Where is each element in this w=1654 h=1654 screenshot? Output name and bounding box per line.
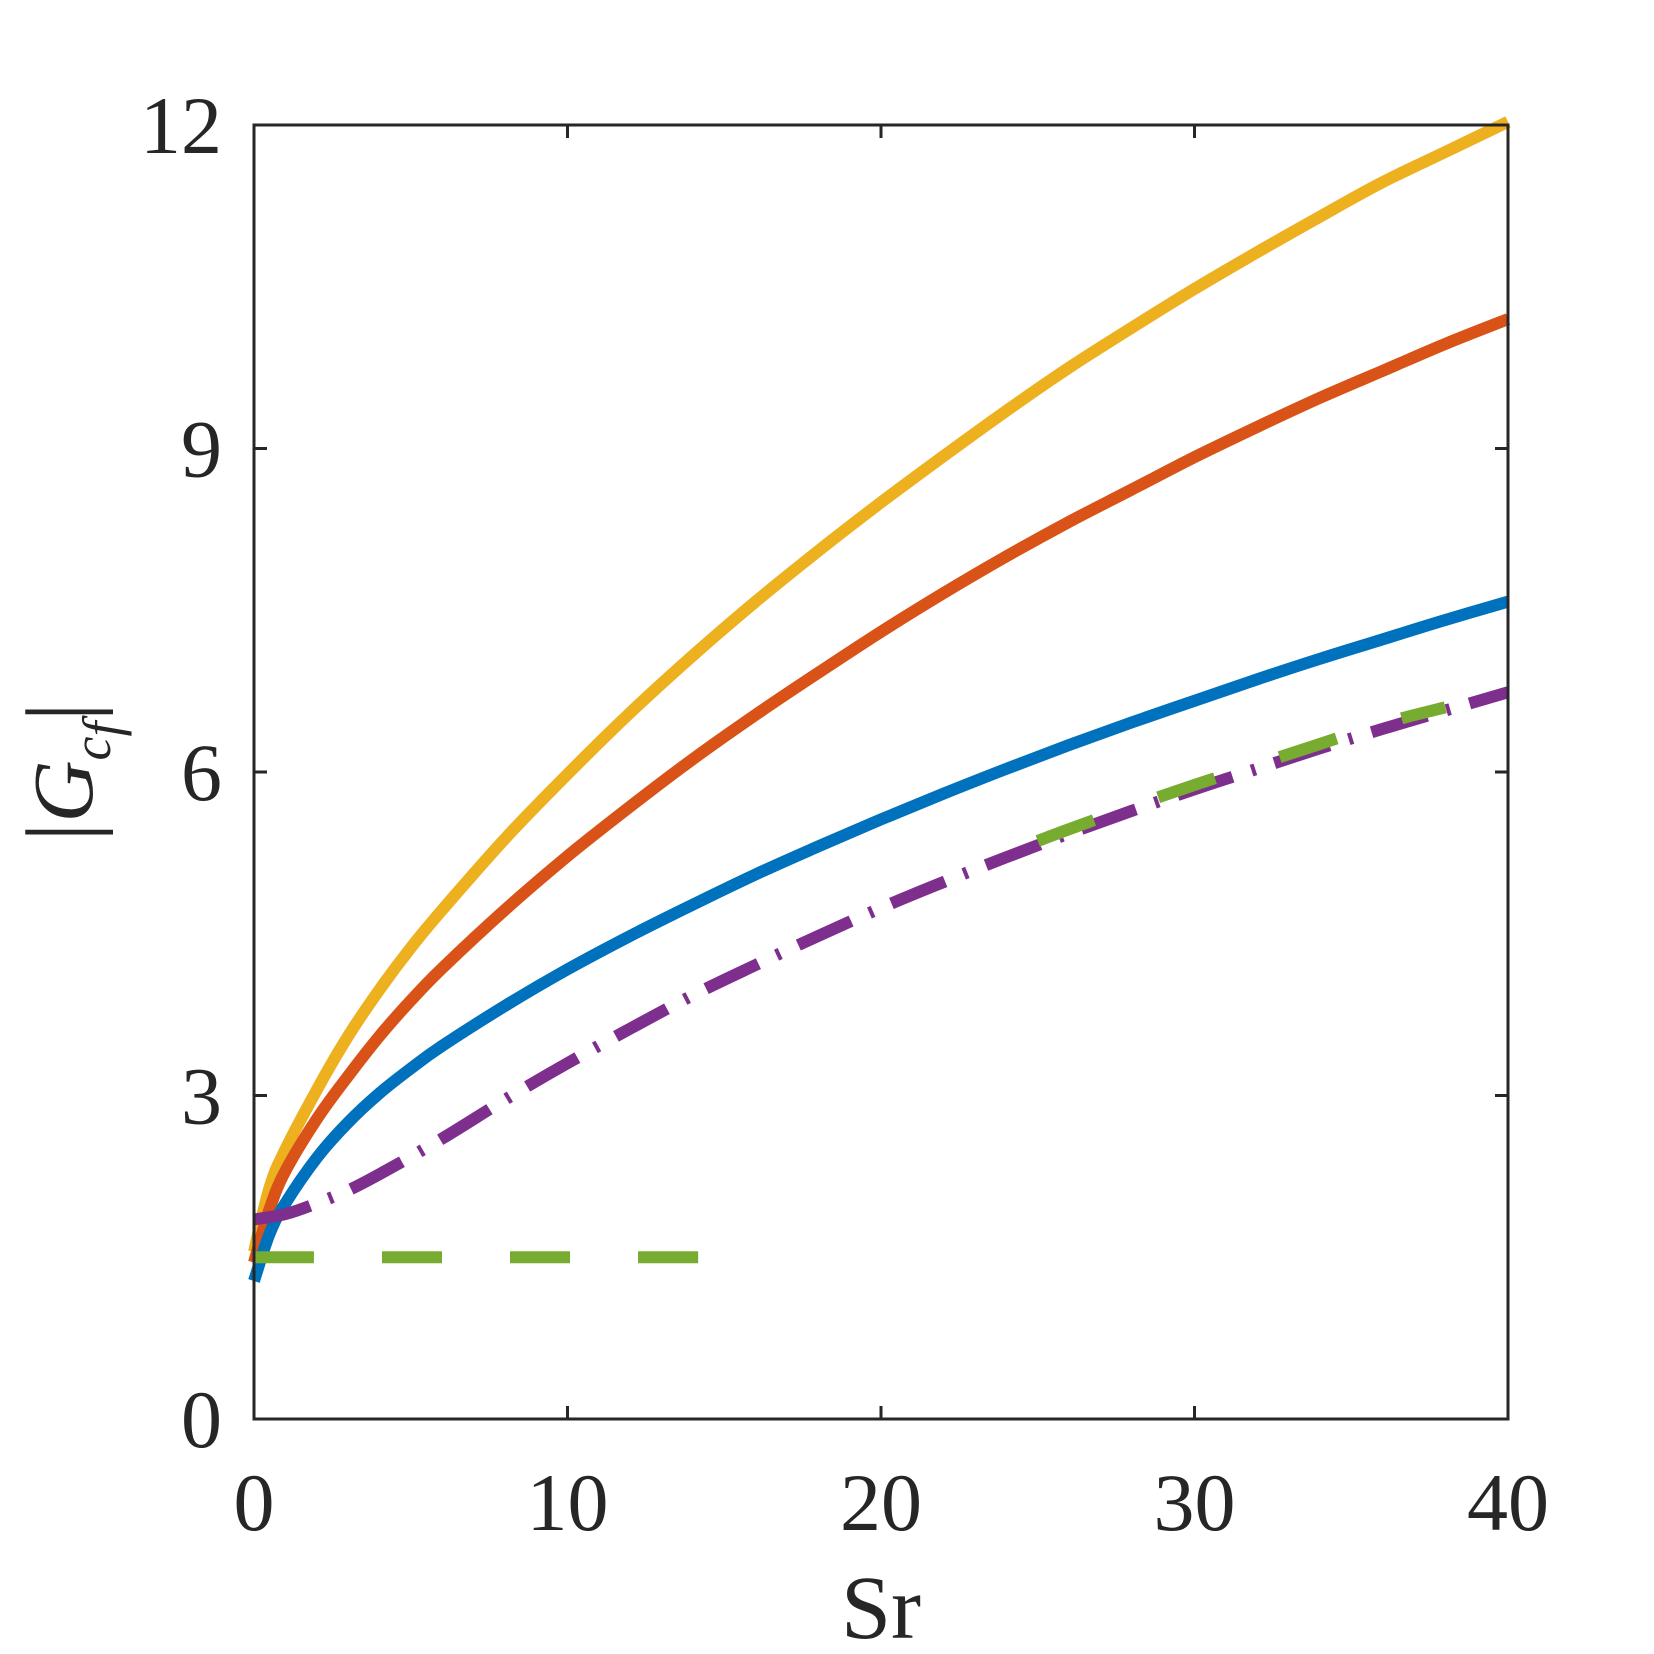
plot-area bbox=[254, 125, 1508, 1419]
series-line-2 bbox=[248, 313, 1511, 1265]
series-line-6 bbox=[1035, 701, 1447, 847]
y-tick-labels: 0 3 6 9 12 bbox=[140, 80, 222, 1465]
svg-text:|Gcf|: |Gcf| bbox=[6, 702, 132, 842]
x-tick-label: 30 bbox=[1154, 1457, 1236, 1548]
y-label-subscript: c bbox=[62, 736, 122, 760]
plot-frame bbox=[252, 123, 1510, 1421]
x-tick-label: 20 bbox=[840, 1457, 922, 1548]
y-tick-label: 3 bbox=[181, 1051, 222, 1142]
y-tick-label: 6 bbox=[181, 727, 222, 818]
series-line-1 bbox=[248, 116, 1511, 1254]
y-label-bar-right: | bbox=[6, 702, 113, 721]
x-tick-label: 0 bbox=[234, 1457, 275, 1548]
y-tick-label: 0 bbox=[181, 1374, 222, 1465]
y-label-bar-left: | bbox=[6, 823, 113, 842]
y-label-main: G bbox=[15, 760, 111, 822]
x-tick-label: 40 bbox=[1467, 1457, 1549, 1548]
series-line-4 bbox=[252, 686, 1510, 1226]
x-axis-label: Sr bbox=[841, 1559, 921, 1654]
series-line-3 bbox=[248, 595, 1510, 1283]
y-tick-label: 9 bbox=[181, 404, 222, 495]
x-tick-labels: 0 10 20 30 40 bbox=[234, 1457, 1550, 1548]
y-tick-label: 12 bbox=[140, 80, 222, 171]
y-axis-label: |Gcf| bbox=[6, 702, 132, 842]
series-layer bbox=[248, 116, 1511, 1283]
x-tick-label: 10 bbox=[527, 1457, 609, 1548]
